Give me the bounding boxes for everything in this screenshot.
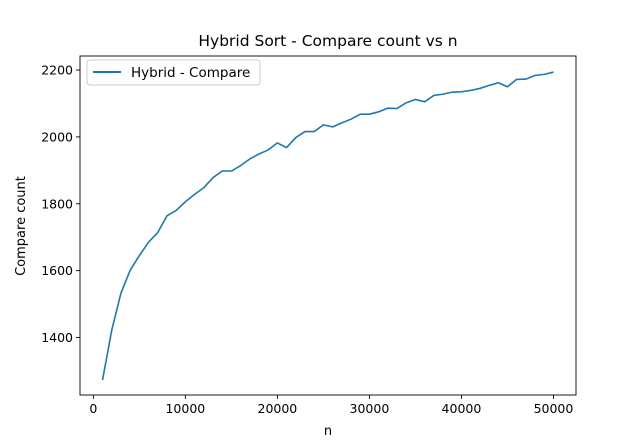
y-tick-label: 2200: [41, 63, 73, 78]
y-axis-label: Compare count: [14, 176, 29, 276]
y-tick-label: 1600: [41, 263, 73, 278]
axes-frame: [79, 55, 577, 396]
x-axis-label: n: [324, 424, 332, 439]
legend: Hybrid - Compare: [86, 59, 261, 86]
plot-area: 0 10000 20000 30000 40000 50000 1400 1600 1800 20…: [41, 55, 577, 416]
chart-title: Hybrid Sort - Compare count vs n: [198, 32, 457, 50]
legend-entry-label: Hybrid - Compare: [131, 65, 250, 81]
legend-box: [86, 59, 261, 86]
y-tick-label: 2000: [41, 129, 73, 144]
series-line-0: [101, 71, 554, 381]
x-tick-label: 0: [89, 401, 97, 416]
y-tick-label: 1400: [41, 330, 73, 345]
x-tick-label: 20000: [258, 401, 298, 416]
x-tick-label: 50000: [534, 401, 574, 416]
y-tick-label: 1800: [41, 196, 73, 211]
x-tick-label: 40000: [442, 401, 482, 416]
x-tick-label: 10000: [165, 401, 205, 416]
x-tick-label: 30000: [350, 401, 390, 416]
